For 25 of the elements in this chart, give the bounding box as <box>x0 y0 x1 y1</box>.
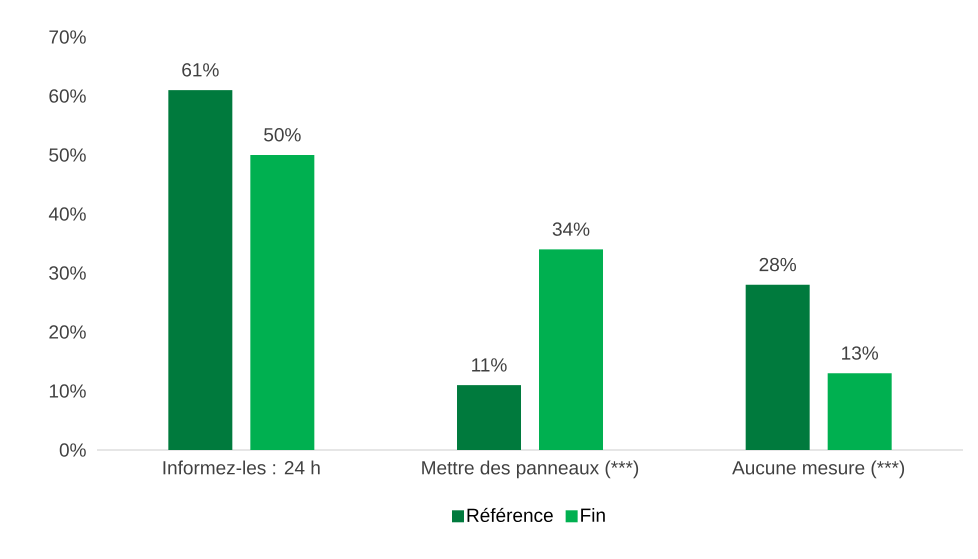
y-tick-label: 40% <box>48 207 86 221</box>
y-tick-label: 60% <box>49 89 86 103</box>
legend-label: Fin <box>581 508 605 522</box>
data-label: 50% <box>264 128 301 142</box>
bar <box>168 90 232 450</box>
bar <box>539 249 604 450</box>
x-tick-label: Mettre des panneaux (***) <box>422 460 638 478</box>
y-tick-label: 50% <box>49 148 86 162</box>
bar <box>457 385 522 450</box>
y-tick-label: 70% <box>49 30 86 44</box>
y-tick-label: 20% <box>49 325 86 339</box>
data-label: 61% <box>182 63 219 77</box>
data-label: 28% <box>760 258 796 272</box>
x-tick-label: Informez-les : 24 h <box>164 460 320 474</box>
bar <box>746 284 810 450</box>
x-tick-label: Aucune mesure (***) <box>732 460 904 478</box>
data-label: 11% <box>472 358 507 372</box>
data-label: 13% <box>842 346 878 360</box>
bar <box>250 154 314 450</box>
legend-label: Référence <box>468 508 553 522</box>
y-tick-label: 10% <box>50 384 86 398</box>
data-label: 34% <box>552 222 590 236</box>
y-tick-label: 30% <box>49 266 86 280</box>
bar <box>828 373 892 450</box>
y-tick-label: 0% <box>60 443 86 457</box>
